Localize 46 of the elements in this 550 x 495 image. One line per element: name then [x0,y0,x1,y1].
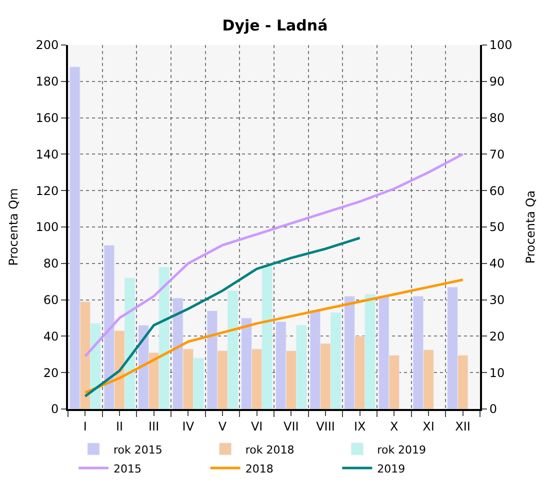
x-tick-label: VI [250,419,263,434]
y-tick-label: 200 [36,38,59,52]
line-series [84,278,464,394]
legend-label: rok 2015 [114,443,162,456]
y-tick-label: 100 [36,220,59,234]
chart-title: Dyje - Ladná [222,16,328,34]
legend-label: 2015 [114,462,142,476]
legend-label: 2018 [245,462,274,476]
x-tick-label: IX [354,419,366,434]
y-tick-label: 20 [43,366,59,380]
legend-label: rok 2019 [377,443,426,456]
y2-tick-label: 90 [489,74,505,89]
y-tick-label: 60 [43,293,59,307]
line-series [84,152,464,358]
y-tick-label: 160 [36,111,59,125]
y2-tick-label: 50 [489,220,505,234]
y-tick-label: 180 [36,74,59,89]
y-tick-label: 140 [36,147,59,162]
y-tick-label: 120 [36,184,59,198]
x-tick-label: VII [284,419,299,434]
line-series [84,236,362,398]
y-tick-label: 40 [43,329,59,344]
y-axis-title: Procenta Qm [6,188,20,266]
y2-tick-label: 70 [489,147,505,162]
x-tick-label: X [390,419,398,434]
x-tick-label: III [148,419,160,434]
y-tick-label: 0 [50,402,59,416]
x-tick-label: IV [182,419,195,434]
y2-axis-title: Procenta Qa [524,190,538,264]
y2-tick-label: 20 [489,329,505,344]
x-tick-label: V [218,419,228,434]
y2-tick-label: 10 [489,366,505,380]
x-tick-label: VIII [316,419,335,434]
x-tick-label: II [116,419,124,434]
y-tick-label: 80 [43,256,59,271]
x-tick-label: XI [422,419,434,434]
x-tick-label: XII [455,419,470,434]
y2-tick-label: 40 [489,256,505,271]
legend-label: 2019 [377,462,406,476]
y2-tick-label: 100 [489,38,512,52]
y2-tick-label: 80 [489,111,505,125]
x-tick-label: I [83,419,87,434]
y2-tick-label: 60 [489,184,505,198]
y2-tick-label: 30 [489,293,505,307]
y2-tick-label: 0 [489,402,498,416]
legend-label: rok 2018 [245,443,294,456]
